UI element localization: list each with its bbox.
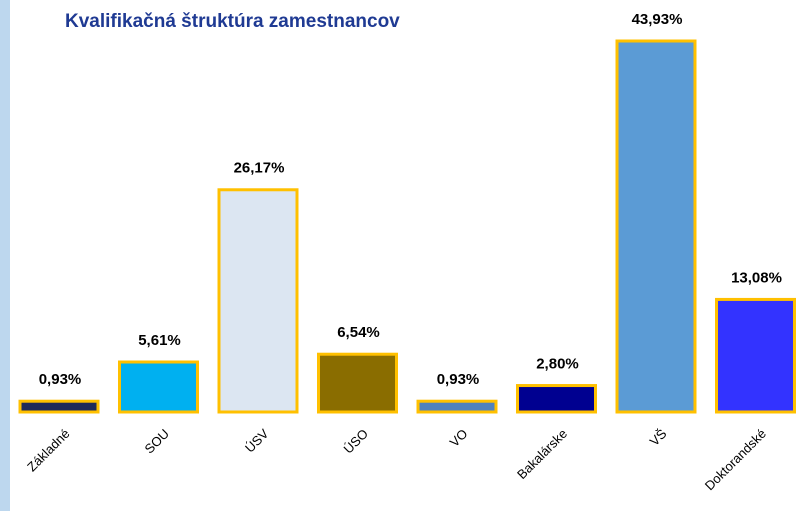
value-label: 2,80% bbox=[536, 356, 579, 373]
value-label: 26,17% bbox=[234, 160, 285, 177]
x-tick-label: ÚSO bbox=[341, 426, 372, 457]
value-label: 13,08% bbox=[731, 269, 782, 286]
x-tick-label: Základné bbox=[24, 426, 72, 474]
chart-title: Kvalifikačná štruktúra zamestnancov bbox=[65, 11, 400, 32]
bar bbox=[615, 39, 697, 414]
x-tick-label: VŠ bbox=[647, 426, 670, 449]
bar bbox=[516, 384, 597, 414]
value-label: 43,93% bbox=[632, 11, 683, 28]
bar bbox=[118, 360, 199, 414]
value-label: 0,93% bbox=[437, 371, 480, 388]
x-tick-label: SOU bbox=[142, 426, 173, 457]
bar bbox=[217, 188, 299, 414]
bar bbox=[715, 297, 796, 414]
side-strip bbox=[0, 0, 10, 511]
bar bbox=[416, 399, 498, 414]
value-label: 5,61% bbox=[138, 332, 181, 349]
value-label: 0,93% bbox=[39, 371, 82, 388]
bar bbox=[18, 399, 100, 414]
x-tick-label: ÚSV bbox=[242, 426, 272, 456]
value-label: 6,54% bbox=[337, 324, 380, 341]
x-tick-label: Doktorandské bbox=[702, 426, 769, 493]
x-tick-label: Bakalárske bbox=[514, 426, 570, 482]
x-tick-label: VO bbox=[447, 426, 471, 450]
bar bbox=[317, 352, 398, 414]
